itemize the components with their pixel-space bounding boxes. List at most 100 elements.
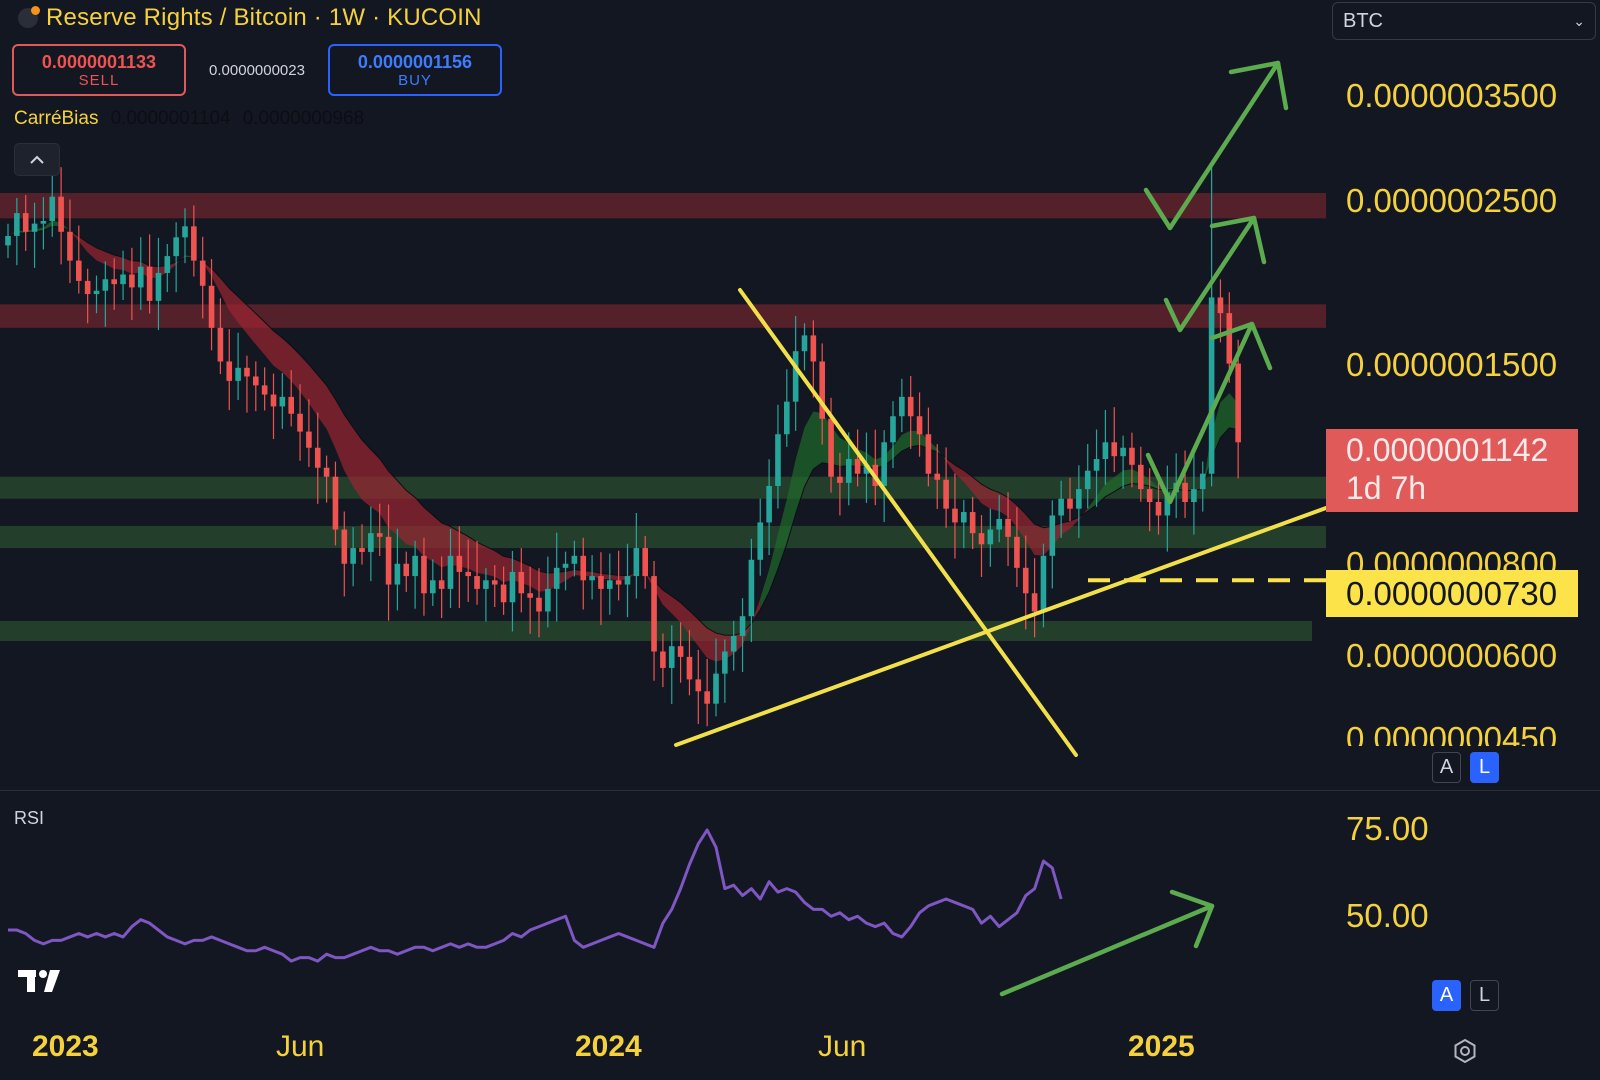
candle (1146, 468, 1153, 532)
candle-body (430, 580, 436, 594)
candle-body (1208, 297, 1215, 474)
candle (261, 367, 268, 411)
candle (536, 568, 542, 638)
candle-body (76, 260, 82, 281)
gear-icon[interactable] (1452, 1038, 1478, 1064)
candle-body (394, 563, 401, 585)
candle-body (491, 580, 498, 585)
candle-body (483, 580, 489, 589)
pane-divider[interactable] (0, 790, 1600, 791)
candle-body (509, 571, 516, 603)
buy-price: 0.0000001156 (357, 52, 473, 72)
bar-countdown: 1d 7h (1346, 470, 1427, 506)
symbol-row[interactable]: Reserve Rights / Bitcoin · 1W · KUCOIN (18, 4, 482, 32)
candle (845, 432, 852, 506)
candle-body (545, 588, 551, 612)
sell-button[interactable]: 0.0000001133 SELL (12, 44, 186, 96)
candle (987, 508, 994, 567)
candle-body (845, 459, 852, 483)
candle-body (1049, 515, 1056, 556)
candle (1005, 492, 1011, 567)
candle-body (332, 476, 339, 530)
current-price: 0.0000001142 (1346, 432, 1549, 468)
indicator-name[interactable]: CarréBias (14, 108, 99, 129)
candle-body (40, 220, 47, 224)
candle (739, 598, 746, 672)
candle (766, 459, 772, 556)
tradingview-logo-icon (18, 970, 60, 992)
candle (677, 622, 684, 683)
candle-body (589, 576, 595, 581)
candle (164, 243, 171, 293)
candle (1208, 282, 1215, 487)
candle-body (146, 266, 153, 301)
candle-body (553, 567, 560, 589)
candle (474, 540, 480, 605)
candle-body (1005, 518, 1011, 537)
candle-body (244, 367, 250, 377)
candle (978, 515, 985, 577)
candle (969, 496, 976, 550)
resistance-zone (0, 304, 1326, 328)
resistance-zone (0, 193, 1326, 219)
spread-value: 0.0000000023 (209, 61, 305, 79)
candle (217, 298, 224, 375)
candle (465, 539, 471, 602)
candle (1093, 429, 1100, 507)
candle-body (527, 593, 533, 598)
candle-body (837, 476, 843, 483)
candle (1199, 461, 1206, 512)
time-axis-label: Jun (276, 1030, 325, 1063)
arrow-head (1228, 60, 1289, 111)
log-scale-button[interactable]: L (1470, 752, 1499, 783)
buy-button[interactable]: 0.0000001156 BUY (328, 44, 502, 96)
price-axis-label: 0.0000000450 (1346, 726, 1558, 746)
chart-header: Reserve Rights / Bitcoin · 1W · KUCOIN 0… (0, 0, 1300, 176)
candle-body (704, 691, 710, 704)
indicator-legend[interactable]: CarréBias 0.0000001104 0.0000000968 (14, 108, 364, 130)
candle (341, 511, 348, 597)
rsi-auto-scale-button[interactable]: A (1432, 980, 1461, 1011)
candle (775, 404, 781, 509)
symbol-title[interactable]: Reserve Rights / Bitcoin · 1W · KUCOIN (46, 4, 482, 31)
rsi-label[interactable]: RSI (14, 808, 45, 828)
candle-body (677, 646, 684, 657)
candle-body (341, 529, 348, 564)
candle-body (899, 396, 905, 417)
candle-body (562, 563, 569, 568)
candle-body (1031, 593, 1038, 612)
candle-body (784, 401, 790, 435)
candle (784, 369, 790, 447)
candle (5, 223, 11, 259)
candle (730, 620, 737, 671)
collapse-legend-button[interactable] (14, 143, 60, 176)
candle-body (722, 651, 728, 674)
price-chart[interactable] (0, 0, 1600, 790)
candle-body (1014, 536, 1020, 568)
candle (819, 343, 825, 445)
candle (1014, 507, 1020, 587)
candle (668, 625, 675, 705)
ascending-trendline (674, 506, 1328, 747)
arrow-head (1209, 215, 1267, 265)
candle (137, 237, 144, 310)
candle-body (359, 548, 365, 552)
candle-body (376, 533, 383, 537)
candle-body (67, 231, 73, 261)
candle (323, 455, 330, 503)
candle-body (730, 635, 737, 652)
candle-body (368, 533, 374, 552)
rsi-log-scale-button[interactable]: L (1470, 980, 1499, 1011)
candle (607, 553, 613, 615)
candle-body (916, 416, 923, 435)
sell-price: 0.0000001133 (41, 52, 157, 72)
candle-body (22, 213, 29, 232)
chevron-up-icon (30, 155, 44, 164)
candle (1129, 432, 1135, 488)
candle (890, 401, 896, 469)
currency-select[interactable]: BTC ⌄ (1332, 2, 1596, 40)
auto-scale-button[interactable]: A (1432, 752, 1461, 783)
bullish-cloud (1087, 393, 1239, 512)
price-axis-label: 0.0000000600 (1346, 637, 1558, 674)
